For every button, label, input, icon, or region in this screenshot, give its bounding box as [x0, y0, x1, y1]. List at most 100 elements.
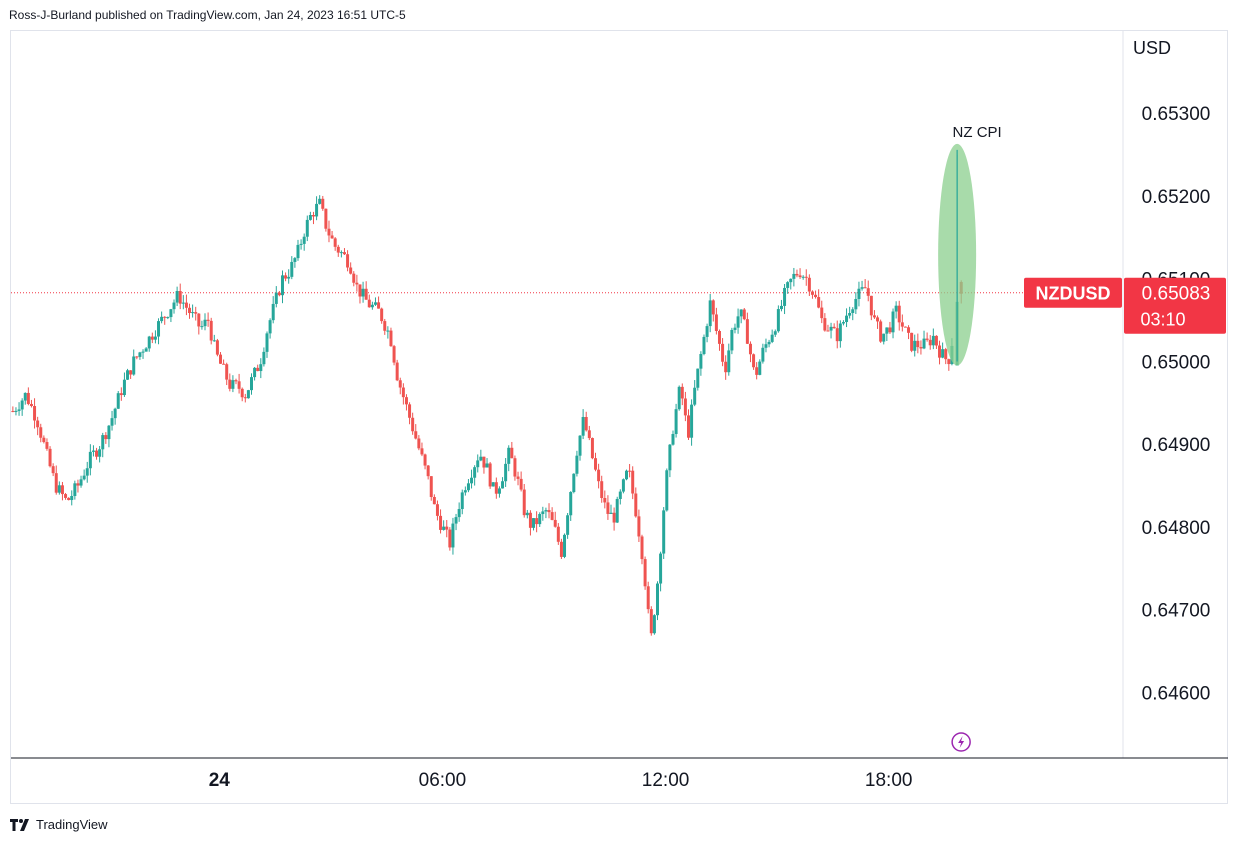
candle-body: [594, 458, 598, 470]
candle-body: [377, 302, 381, 309]
candle-body: [355, 282, 359, 285]
annotation-nz-cpi: NZ CPI: [953, 124, 1002, 141]
candle-body: [203, 319, 207, 327]
candle-body: [860, 287, 864, 289]
candle-body: [934, 335, 938, 346]
candle-body: [659, 553, 663, 584]
candle-body: [857, 288, 861, 300]
candle-body: [206, 319, 210, 321]
candle-body: [395, 362, 399, 381]
time-tick-label: 18:00: [865, 770, 913, 791]
candle-body: [315, 203, 319, 217]
candle-body: [435, 504, 439, 516]
price-tick-label: 0.65200: [1142, 187, 1211, 208]
candle-body: [928, 339, 932, 346]
candle-body: [290, 261, 294, 277]
candle-body: [485, 463, 489, 468]
candle-body: [621, 479, 625, 492]
candle-body: [36, 420, 40, 428]
candle-body: [324, 208, 328, 229]
candle-body: [854, 299, 858, 310]
candle-body: [231, 380, 235, 389]
candle-body: [655, 583, 659, 616]
price-tick-label: 0.64800: [1142, 518, 1211, 539]
price-axis[interactable]: USD0.653000.652000.651000.650000.649000.…: [1122, 30, 1211, 758]
lightning-bolt: [958, 736, 965, 748]
candle-body: [126, 370, 130, 380]
candle-body: [451, 523, 455, 548]
candle-body: [773, 331, 777, 335]
candle-body: [200, 326, 204, 328]
candle-body: [417, 438, 421, 449]
candle-body: [814, 294, 818, 298]
candle-body: [879, 321, 883, 342]
footer-brand: TradingView: [36, 817, 108, 832]
candle-body: [11, 411, 15, 413]
candle-body: [116, 393, 120, 409]
candle-body: [876, 317, 880, 322]
candle-body: [482, 456, 486, 468]
candle-body: [674, 409, 678, 435]
candle-body: [157, 321, 161, 337]
candle-body: [851, 309, 855, 314]
candle-body: [119, 393, 123, 396]
candle-body: [662, 510, 666, 554]
candle-body: [776, 309, 780, 332]
candle-body: [680, 386, 684, 399]
candle-body: [907, 327, 911, 333]
candle-body: [445, 526, 449, 530]
candle-body: [67, 497, 71, 501]
candle-body: [792, 273, 796, 279]
candle-body: [894, 305, 898, 312]
candle-body: [460, 492, 464, 510]
candle-body: [153, 336, 157, 340]
time-axis[interactable]: 24 06:00 12:00 18:00: [11, 757, 1228, 791]
last-price-labels: NZDUSD 0.65083 03:10: [1024, 277, 1226, 334]
candle-body: [501, 481, 505, 489]
candle-body: [783, 287, 787, 306]
candle-body: [219, 354, 223, 364]
candle-body: [705, 326, 709, 337]
candle-body: [175, 291, 179, 303]
candle-body: [352, 273, 356, 283]
candle-body: [95, 450, 99, 457]
candle-body: [429, 476, 433, 497]
candle-body: [863, 287, 867, 289]
candle-body: [640, 536, 644, 560]
candle-body: [786, 282, 790, 288]
candle-body: [479, 456, 483, 461]
candle-body: [646, 586, 650, 610]
candle-body: [690, 404, 694, 438]
candle-body: [246, 390, 250, 399]
candle-body: [745, 319, 749, 344]
candle-body: [101, 435, 105, 450]
candle-body: [826, 330, 830, 332]
candle-body: [603, 498, 607, 503]
candle-body: [798, 275, 802, 278]
candle-body: [364, 288, 368, 300]
candle-body: [60, 485, 64, 495]
candle-body: [398, 380, 402, 388]
candle-body: [931, 335, 935, 346]
candle-body: [163, 316, 167, 318]
candle-body: [349, 267, 353, 274]
candle-body: [57, 485, 61, 493]
tradingview-logo-icon: [10, 818, 29, 831]
candle-body: [268, 320, 272, 334]
candle-body: [361, 288, 365, 297]
candle-body: [634, 493, 638, 517]
candle-body: [215, 340, 219, 355]
candle-body: [538, 514, 542, 525]
candle-body: [262, 351, 266, 365]
candle-body: [510, 447, 514, 459]
candle-body: [563, 534, 567, 557]
candle-body: [336, 246, 340, 253]
candle-body: [810, 291, 814, 295]
candle-body: [922, 338, 926, 349]
chart-frame[interactable]: [10, 30, 1228, 804]
candle-body: [581, 417, 585, 436]
candle-body: [274, 292, 278, 304]
candle-body: [45, 442, 49, 449]
candle-body: [122, 379, 126, 396]
